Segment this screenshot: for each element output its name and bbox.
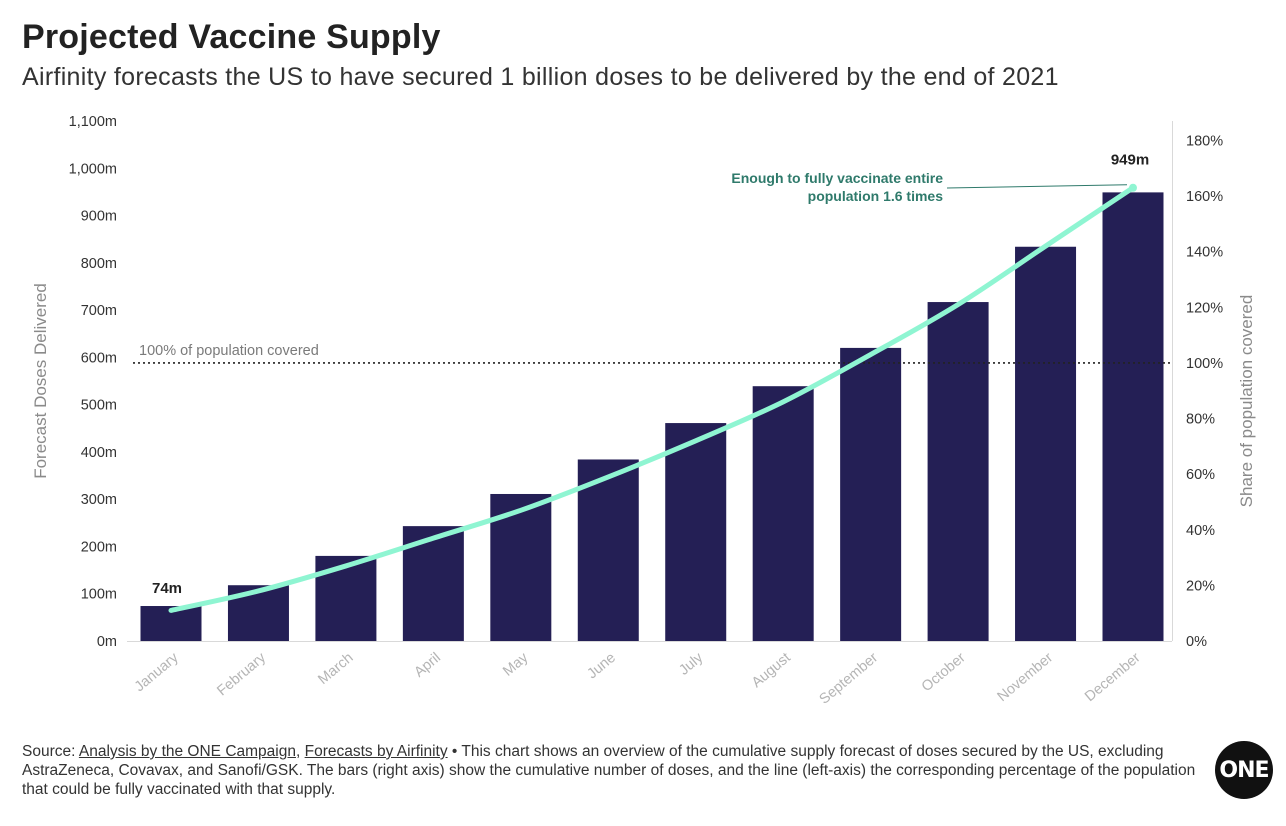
category-label: July (676, 649, 707, 678)
source-prefix: Source: (22, 743, 79, 760)
right-tick-label: 180% (1186, 133, 1223, 149)
data-label-last: 949m (1111, 151, 1149, 168)
left-tick-label: 800m (81, 256, 117, 272)
right-axis-title: Share of population covered (1237, 295, 1256, 508)
right-tick-label: 100% (1186, 356, 1223, 372)
right-tick-label: 160% (1186, 189, 1223, 205)
source-link-one-campaign[interactable]: Analysis by the ONE Campaign (78, 743, 296, 760)
category-label: March (315, 650, 356, 688)
share-line (168, 185, 1136, 613)
share-line-endpoint (1129, 183, 1137, 192)
category-label: August (749, 650, 794, 691)
category-label: October (919, 650, 969, 696)
right-tick-label: 140% (1186, 245, 1223, 261)
chart-subtitle: Airfinity forecasts the US to have secur… (22, 63, 1059, 91)
annotation-leader-line (946, 184, 1128, 189)
right-tick-label: 120% (1186, 300, 1223, 316)
left-tick-label: 0m (97, 634, 117, 650)
left-tick-label: 700m (81, 303, 117, 319)
data-label-first: 74m (152, 580, 182, 597)
right-tick-label: 40% (1186, 523, 1215, 539)
reference-line-label: 100% of population covered (139, 343, 319, 359)
category-label: February (214, 649, 269, 699)
category-label: April (411, 650, 444, 681)
annotation-line-2: population 1.6 times (808, 188, 944, 204)
category-label: November (995, 650, 1057, 705)
left-axis-title: Forecast Doses Delivered (31, 283, 50, 479)
source-description: • This chart shows an overview of the cu… (22, 743, 1196, 798)
category-label: January (132, 649, 182, 695)
bar-november (1015, 246, 1077, 641)
bar-december (1102, 192, 1164, 641)
right-tick-label: 20% (1186, 578, 1215, 594)
right-tick-label: 0% (1186, 634, 1207, 650)
left-tick-label: 900m (81, 209, 117, 225)
bar-march (315, 555, 377, 641)
annotation-line-1: Enough to fully vaccinate entire (731, 170, 943, 186)
left-tick-label: 300m (81, 492, 117, 508)
left-tick-label: 200m (81, 539, 117, 555)
left-tick-label: 1,000m (69, 161, 117, 177)
right-tick-label: 60% (1186, 467, 1215, 483)
left-tick-label: 100m (81, 587, 117, 603)
bar-september (840, 347, 902, 641)
category-label: May (500, 649, 532, 679)
bar-june (577, 459, 639, 641)
bar-july (665, 423, 727, 641)
category-label: December (1082, 650, 1144, 705)
right-tick-label: 80% (1186, 412, 1215, 428)
source-link-airfinity[interactable]: Forecasts by Airfinity (304, 743, 448, 760)
bar-august (752, 386, 814, 641)
chart-title: Projected Vaccine Supply (22, 18, 441, 56)
source-separator: , (295, 743, 305, 760)
left-tick-label: 400m (81, 445, 117, 461)
left-tick-label: 1,100m (69, 114, 117, 130)
one-logo: ONE (1215, 741, 1273, 799)
source-note: Source: Analysis by the ONE Campaign, Fo… (22, 742, 1207, 799)
bar-october (927, 302, 989, 641)
left-tick-label: 500m (81, 398, 117, 414)
category-label: June (584, 650, 618, 682)
left-tick-label: 600m (81, 350, 117, 366)
category-label: September (817, 650, 882, 708)
